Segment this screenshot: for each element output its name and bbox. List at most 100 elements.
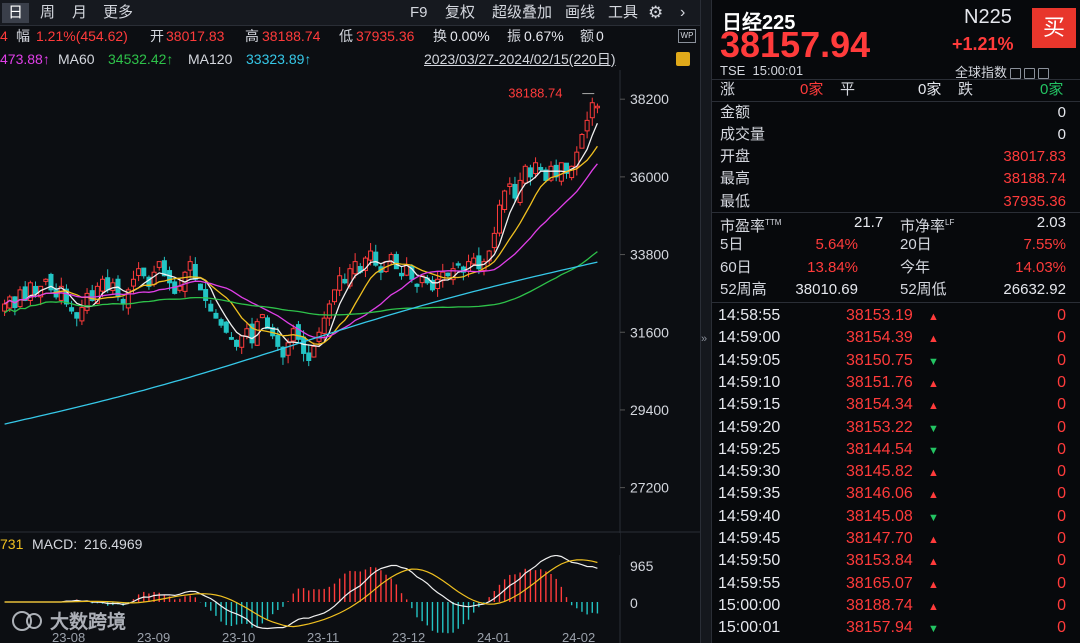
quote-panel: 日经225 N225 买 38157.94 +1.21% TSE 15:00:01 全球指数… [712,0,1080,643]
up-arrow-icon: ▲ [928,600,939,613]
draw-line-button[interactable]: 画线 [565,4,596,21]
candle-body [264,317,270,330]
candle-body [249,323,255,344]
breadth-row: 涨 0家平 0家跌 0家 [720,81,1064,98]
tick-row: 14:59:40 38145.08 ▼ 0 [712,506,1080,528]
index-name: 日经225 [722,12,796,34]
ma120-value: 33323.89↑ [246,51,312,67]
candle-body [311,345,317,358]
date-range[interactable]: 2023/03/27-2024/02/15(220日) [424,51,616,67]
high-marker-label: 38188.74 [508,86,562,101]
candle-body [450,268,456,281]
tick-row: 15:00:01 38157.94 ▼ 0 [712,617,1080,639]
candle-body [259,314,265,319]
candle-body [203,288,209,301]
tick-row: 14:59:35 38146.06 ▲ 0 [712,483,1080,505]
lock-icon[interactable] [676,52,690,66]
candle-body [321,317,327,334]
candle-body [141,267,147,277]
info-cut-value: 4 [0,28,8,44]
candle-body [332,289,338,303]
candle-body [491,232,497,249]
macd-label: MACD: [32,536,78,552]
overlay-button[interactable]: 超级叠加 [492,4,553,21]
tools-button[interactable]: 工具 [608,4,639,21]
turnover-value: 0.00% [450,28,490,44]
up-arrow-icon: ▲ [928,578,939,591]
global-index-link[interactable]: 全球指数 [955,62,1050,81]
candle-body [89,290,95,301]
chevron-right-icon[interactable]: › [680,4,686,21]
stat-row: 金额 0 [720,103,1066,121]
ma120-line [4,261,598,425]
up-arrow-icon: ▲ [928,467,939,480]
tick-row: 14:59:00 38154.39 ▲ 0 [712,327,1080,349]
candle-body [110,282,116,292]
collapse-icon[interactable]: » [701,333,708,345]
candle-body [455,263,461,266]
candle-body [543,169,549,181]
chart-panel: 日 周 月 更多 F9 复权 超级叠加 画线 工具 ⚙ › 4 幅 1.21%(… [0,0,700,643]
candle-body [373,251,379,266]
ma120-label: MA120 [188,51,233,67]
candle-body [429,279,435,291]
candle-body [352,261,358,275]
period-more-tab[interactable]: 更多 [103,4,134,21]
kline-chart[interactable]: 38200 36000 33800 31600 29400 27200 38188.74 23… [0,70,700,643]
candle-body [151,271,157,285]
plus-icon[interactable] [1038,68,1050,80]
macd-legend: 731 MACD: 216.4969 [0,533,620,555]
candle-body [589,102,595,119]
turnover-label: 换 [433,28,447,44]
candle-body [105,277,111,291]
amount-value: 0 [596,28,604,44]
candle-body [522,165,528,184]
candle-body [507,183,513,188]
candle-body [17,289,23,308]
fuquan-button[interactable]: 复权 [445,4,476,21]
down-arrow-icon: ▼ [928,623,939,636]
market-time: TSE 15:00:01 [720,63,804,78]
candle-body [342,278,348,284]
candle-body [33,285,39,294]
stat-row: 成交量 0 [720,125,1066,143]
candle-body [208,303,214,312]
period-month-tab[interactable]: 月 [72,4,88,21]
candle-body [337,275,343,291]
amount-label: 额 [580,28,594,44]
candle-body [275,334,281,347]
f9-button[interactable]: F9 [410,4,428,21]
wp-badge[interactable]: WP [678,29,696,43]
candle-body [177,285,183,291]
candle-body [100,278,106,292]
macd-cut-value: 731 [0,536,24,552]
up-arrow-icon: ▲ [928,400,939,413]
period-day-tab[interactable]: 日 [2,3,30,23]
gear-icon[interactable]: ⚙ [648,3,664,22]
candle-body [399,272,405,277]
y-tick-label: 33800 [630,247,669,263]
buy-button[interactable]: 买 [1032,8,1076,48]
up-arrow-icon: ▲ [928,489,939,502]
y-tick-label: 29400 [630,402,669,418]
ma60-value: 34532.42↑ [108,51,174,67]
watermark-logo-icon [26,613,42,629]
window-icon[interactable] [1024,68,1036,80]
candle-body [136,268,142,276]
candle-body [48,273,54,291]
ma5-line [4,122,598,348]
candle-body [7,296,13,309]
period-week-tab[interactable]: 周 [40,4,56,21]
down-arrow-icon: ▼ [928,355,939,368]
candle-body [22,286,28,301]
candle-body [388,254,394,263]
ma60-line [4,251,598,316]
high-value: 38188.74 [262,28,321,44]
candle-body [218,319,224,326]
y-tick-label: 38200 [630,91,669,107]
candle-body [496,204,502,234]
watermark-logo-icon [12,611,32,631]
edit-icon[interactable] [1010,68,1022,80]
stat-row: 开盘 38017.83 [720,148,1066,166]
panel-divider[interactable]: » [700,0,712,643]
